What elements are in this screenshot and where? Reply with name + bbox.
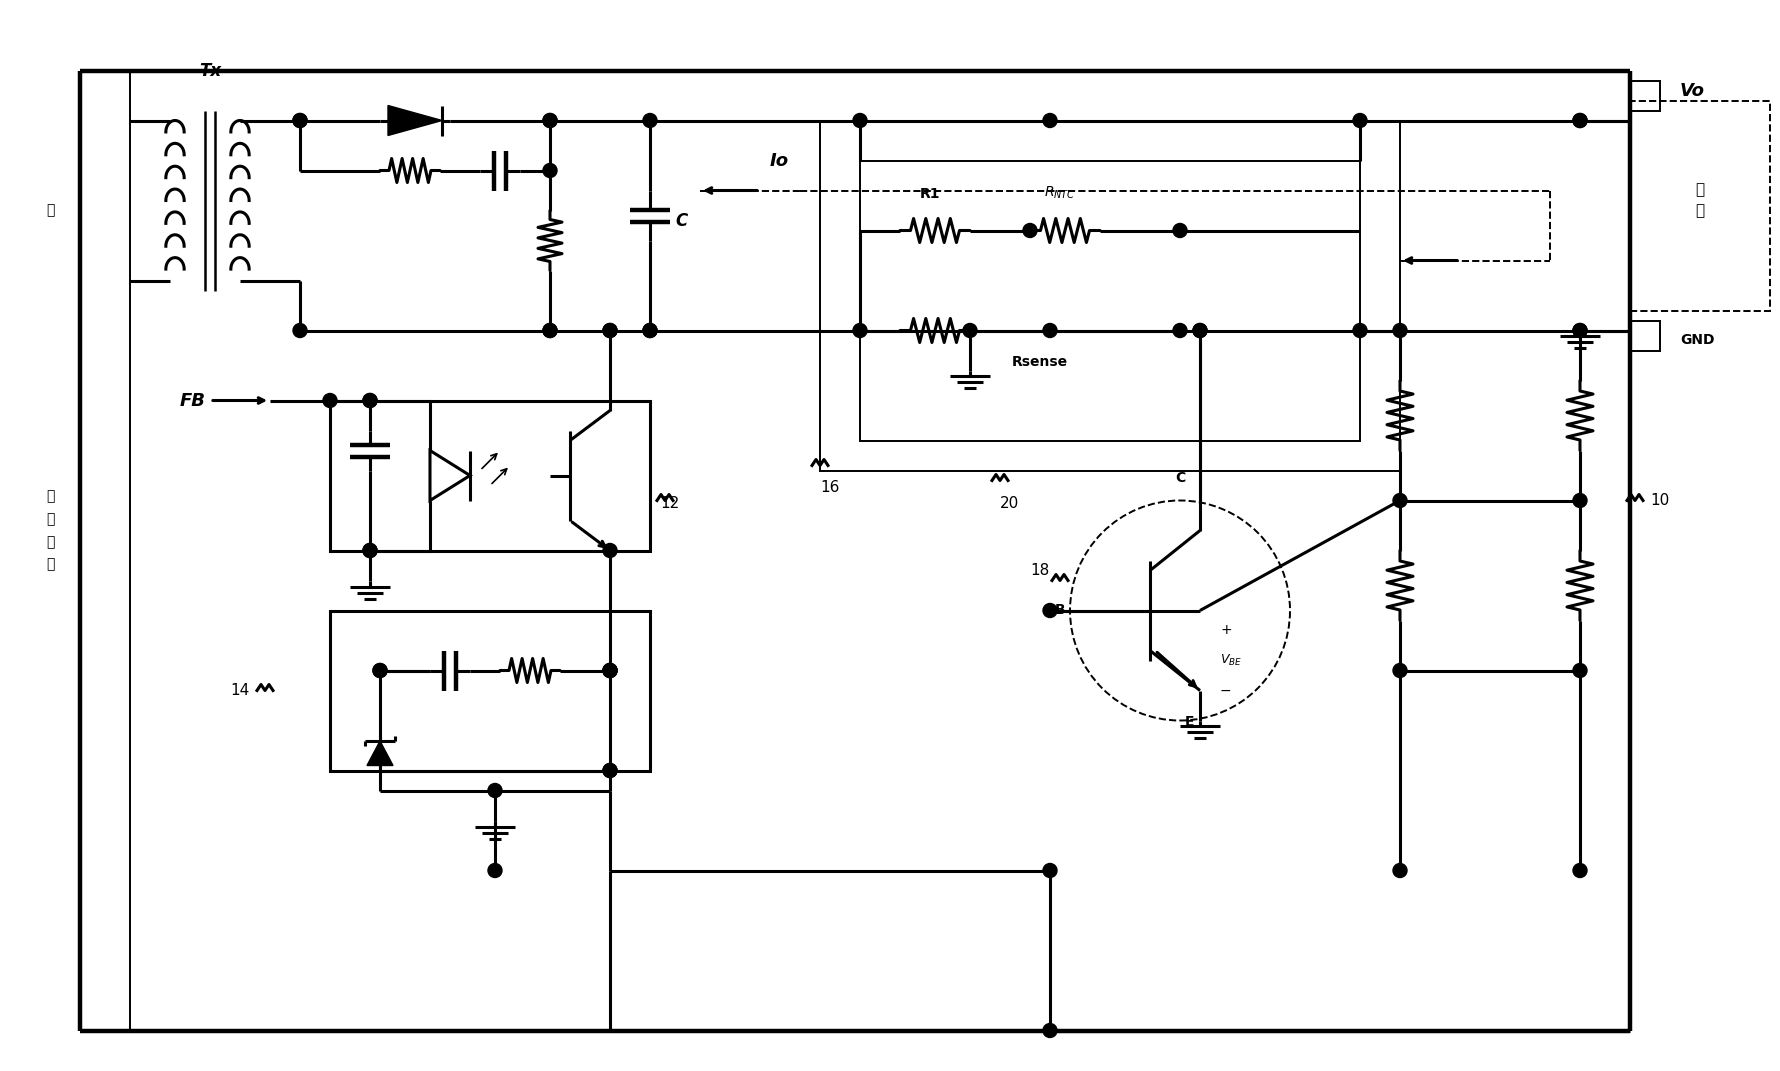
Circle shape <box>1574 323 1588 337</box>
Text: $V_{BE}$: $V_{BE}$ <box>1219 653 1242 668</box>
Circle shape <box>363 393 377 407</box>
Text: 10: 10 <box>1650 493 1670 508</box>
Circle shape <box>294 323 306 337</box>
Text: +: + <box>1219 623 1232 637</box>
Circle shape <box>603 664 618 678</box>
Text: 18: 18 <box>1031 563 1050 578</box>
Circle shape <box>1394 323 1406 337</box>
Circle shape <box>363 393 377 407</box>
Circle shape <box>1574 114 1588 127</box>
Text: GND: GND <box>1680 333 1714 347</box>
Bar <box>1630 320 1661 350</box>
Circle shape <box>543 323 557 337</box>
Circle shape <box>1574 494 1588 508</box>
Circle shape <box>543 114 557 127</box>
Circle shape <box>1574 863 1588 877</box>
Bar <box>329 610 650 770</box>
Text: −: − <box>1219 683 1232 697</box>
Text: Vo: Vo <box>1680 81 1705 100</box>
Text: 20: 20 <box>1000 496 1020 511</box>
Circle shape <box>603 764 618 778</box>
Circle shape <box>374 664 386 678</box>
Polygon shape <box>388 106 441 136</box>
Text: B: B <box>1054 603 1064 618</box>
Text: $R_{NTC}$: $R_{NTC}$ <box>1045 184 1075 200</box>
Text: Io: Io <box>771 152 789 170</box>
Circle shape <box>322 393 336 407</box>
Circle shape <box>603 323 618 337</box>
Circle shape <box>363 543 377 558</box>
Circle shape <box>374 664 386 678</box>
Circle shape <box>1574 114 1588 127</box>
Circle shape <box>1353 323 1367 337</box>
Circle shape <box>543 323 557 337</box>
Text: Rsense: Rsense <box>1013 356 1068 369</box>
Text: FB: FB <box>180 392 206 409</box>
Circle shape <box>1043 603 1057 618</box>
Circle shape <box>603 543 618 558</box>
Circle shape <box>1043 323 1057 337</box>
Circle shape <box>1394 664 1406 678</box>
Circle shape <box>294 114 306 127</box>
Circle shape <box>1173 224 1187 238</box>
Text: C: C <box>1175 471 1185 485</box>
Polygon shape <box>431 451 470 500</box>
Text: 12: 12 <box>660 496 680 511</box>
Circle shape <box>643 323 657 337</box>
Circle shape <box>1023 224 1038 238</box>
Circle shape <box>488 784 502 798</box>
Text: 次
侧
电
路: 次 侧 电 路 <box>46 489 53 572</box>
Circle shape <box>1043 1024 1057 1038</box>
Text: 14: 14 <box>231 683 249 698</box>
Circle shape <box>363 543 377 558</box>
Text: E: E <box>1185 715 1194 729</box>
Circle shape <box>1574 664 1588 678</box>
Circle shape <box>853 114 867 127</box>
Circle shape <box>488 863 502 877</box>
Bar <box>1630 80 1661 110</box>
Text: R1: R1 <box>920 186 940 200</box>
Polygon shape <box>367 741 393 766</box>
Text: Tx: Tx <box>199 62 221 80</box>
Text: C: C <box>675 211 687 229</box>
Circle shape <box>603 664 618 678</box>
Bar <box>329 401 650 550</box>
Text: 一: 一 <box>46 203 53 217</box>
Circle shape <box>1173 323 1187 337</box>
Circle shape <box>1353 114 1367 127</box>
Circle shape <box>603 764 618 778</box>
Circle shape <box>643 114 657 127</box>
Circle shape <box>543 114 557 127</box>
Circle shape <box>294 114 306 127</box>
Circle shape <box>1394 863 1406 877</box>
Bar <box>1630 101 1769 311</box>
Circle shape <box>603 664 618 678</box>
Bar <box>821 121 1401 470</box>
Circle shape <box>853 323 867 337</box>
Circle shape <box>1193 323 1207 337</box>
Bar <box>860 161 1360 440</box>
Circle shape <box>1193 323 1207 337</box>
Circle shape <box>1574 323 1588 337</box>
Circle shape <box>603 323 618 337</box>
Circle shape <box>1043 114 1057 127</box>
Circle shape <box>643 323 657 337</box>
Circle shape <box>1394 494 1406 508</box>
Circle shape <box>963 323 977 337</box>
Circle shape <box>1043 863 1057 877</box>
Text: 16: 16 <box>821 481 840 496</box>
Text: 负
载: 负 载 <box>1695 182 1705 218</box>
Circle shape <box>543 164 557 178</box>
